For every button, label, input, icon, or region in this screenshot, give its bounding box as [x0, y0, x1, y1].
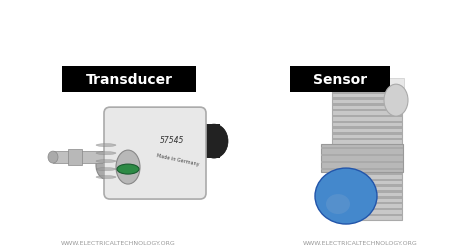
Text: Difference Between Sensor & Transducer: Difference Between Sensor & Transducer: [0, 15, 474, 35]
Bar: [332, 202, 402, 204]
Bar: [332, 121, 402, 124]
Ellipse shape: [200, 125, 228, 158]
Bar: [332, 196, 402, 199]
Bar: [332, 150, 402, 152]
Text: Sensor: Sensor: [313, 73, 367, 87]
Text: WWW.ELECTRICALTECHNOLOGY.ORG: WWW.ELECTRICALTECHNOLOGY.ORG: [302, 240, 418, 244]
Ellipse shape: [96, 144, 116, 147]
Ellipse shape: [96, 176, 116, 179]
Bar: [332, 138, 402, 141]
Bar: [332, 173, 402, 176]
Bar: [321, 154, 403, 156]
Bar: [68, 150, 82, 166]
Bar: [62, 67, 196, 93]
Bar: [388, 79, 404, 93]
Ellipse shape: [48, 152, 58, 164]
Ellipse shape: [96, 152, 116, 155]
Bar: [332, 104, 402, 106]
Ellipse shape: [315, 168, 377, 224]
Bar: [332, 179, 402, 182]
Bar: [53, 152, 108, 164]
Bar: [332, 156, 402, 158]
Bar: [332, 133, 402, 135]
Bar: [321, 148, 403, 150]
Bar: [332, 85, 402, 220]
Bar: [290, 67, 390, 93]
Ellipse shape: [326, 194, 350, 214]
Bar: [200, 125, 220, 158]
Bar: [332, 127, 402, 129]
Ellipse shape: [96, 160, 116, 163]
Ellipse shape: [96, 152, 116, 179]
Bar: [332, 162, 402, 164]
Ellipse shape: [116, 150, 140, 184]
Bar: [332, 144, 402, 147]
Ellipse shape: [117, 164, 139, 174]
Bar: [332, 214, 402, 216]
Bar: [321, 144, 403, 172]
Bar: [321, 168, 403, 170]
Text: 57545: 57545: [160, 135, 184, 144]
Text: Transducer: Transducer: [85, 73, 173, 87]
Bar: [332, 190, 402, 193]
Ellipse shape: [96, 168, 116, 171]
Bar: [332, 185, 402, 187]
Text: Made in Germany: Made in Germany: [156, 152, 200, 166]
Bar: [332, 92, 402, 94]
Bar: [332, 110, 402, 112]
FancyBboxPatch shape: [104, 108, 206, 199]
Bar: [321, 162, 403, 164]
Bar: [332, 98, 402, 100]
Ellipse shape: [384, 85, 408, 117]
Bar: [332, 115, 402, 118]
Bar: [332, 208, 402, 210]
Text: WWW.ELECTRICALTECHNOLOGY.ORG: WWW.ELECTRICALTECHNOLOGY.ORG: [61, 240, 175, 244]
Bar: [332, 167, 402, 170]
